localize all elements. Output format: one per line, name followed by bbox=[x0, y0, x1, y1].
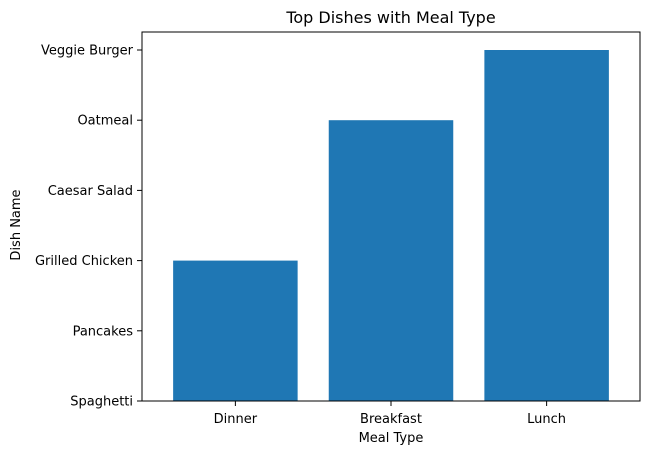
bar-dinner bbox=[173, 260, 298, 401]
chart-title: Top Dishes with Meal Type bbox=[285, 8, 495, 27]
y-tick-label: Grilled Chicken bbox=[35, 254, 133, 269]
y-tick-label: Pancakes bbox=[73, 324, 134, 339]
x-tick-label: Dinner bbox=[214, 412, 258, 427]
y-tick-label: Caesar Salad bbox=[48, 184, 133, 199]
bars-layer bbox=[173, 50, 609, 401]
x-axis-title: Meal Type bbox=[359, 431, 424, 446]
x-tick-label: Lunch bbox=[527, 412, 566, 427]
y-axis-title: Dish Name bbox=[9, 189, 24, 260]
bar-breakfast bbox=[328, 120, 454, 401]
y-tick-label: Veggie Burger bbox=[41, 44, 134, 59]
y-tick-label: Oatmeal bbox=[77, 114, 133, 129]
ticks-layer: Dinner Breakfast Lunch Spaghetti Pancakes Gri… bbox=[35, 44, 566, 428]
y-tick-label: Spaghetti bbox=[70, 395, 133, 410]
x-tick-label: Breakfast bbox=[360, 412, 422, 427]
bar-lunch bbox=[484, 50, 609, 401]
